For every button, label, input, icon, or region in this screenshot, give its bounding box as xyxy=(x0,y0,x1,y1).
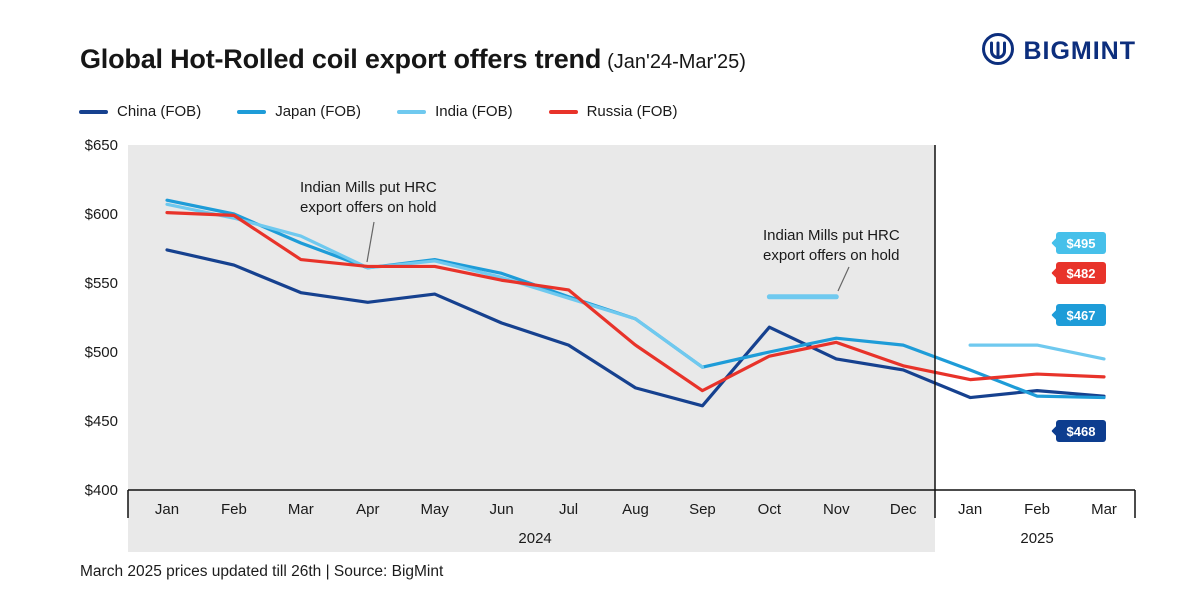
japan-line-swatch xyxy=(237,109,267,114)
svg-text:Mar: Mar xyxy=(1091,501,1117,518)
svg-text:$650: $650 xyxy=(85,137,118,154)
annotation-india-hold-2: Indian Mills put HRC export offers on ho… xyxy=(763,227,900,264)
svg-text:Jan: Jan xyxy=(155,501,179,518)
svg-text:Oct: Oct xyxy=(758,501,782,518)
legend-item-russia: Russia (FOB) xyxy=(548,103,678,120)
svg-text:Jan: Jan xyxy=(958,501,982,518)
price-badge-india-value: $495 xyxy=(1066,235,1096,251)
svg-text:$550: $550 xyxy=(85,275,118,292)
svg-text:2024: 2024 xyxy=(518,530,551,547)
svg-text:$400: $400 xyxy=(85,482,118,499)
russia-line-swatch xyxy=(548,109,578,114)
svg-text:Jul: Jul xyxy=(559,501,578,518)
legend-item-china: China (FOB) xyxy=(79,103,201,120)
brand-logo: BIGMINT xyxy=(981,32,1136,71)
legend-label-russia: Russia (FOB) xyxy=(586,103,678,120)
svg-text:2025: 2025 xyxy=(1020,530,1053,547)
legend-label-china: China (FOB) xyxy=(117,103,202,120)
price-badge-japan-value: $467 xyxy=(1066,307,1096,323)
legend: China (FOB) Japan (FOB) India (FOB) Russ… xyxy=(79,103,677,120)
china-line-swatch xyxy=(79,109,108,114)
svg-text:Feb: Feb xyxy=(1024,501,1050,518)
page-subtitle: (Jan'24-Mar'25) xyxy=(607,51,746,73)
svg-text:Mar: Mar xyxy=(288,501,314,518)
price-badge-india: $495 xyxy=(1051,232,1106,254)
svg-text:Jun: Jun xyxy=(490,501,514,518)
bigmint-icon xyxy=(981,32,1015,71)
india-line-swatch xyxy=(397,109,427,114)
price-badge-russia-value: $482 xyxy=(1066,265,1096,281)
svg-text:$500: $500 xyxy=(85,344,118,361)
svg-text:Sep: Sep xyxy=(689,501,716,518)
svg-text:Apr: Apr xyxy=(356,501,379,518)
svg-text:Feb: Feb xyxy=(221,501,247,518)
price-badge-russia: $482 xyxy=(1051,262,1106,284)
price-badge-china-value: $468 xyxy=(1066,423,1096,439)
page-header: Global Hot-Rolled coil export offers tre… xyxy=(80,44,746,75)
svg-text:May: May xyxy=(421,501,450,518)
price-badge-japan: $467 xyxy=(1051,304,1106,326)
svg-text:$450: $450 xyxy=(85,413,118,430)
brand-name: BIGMINT xyxy=(1023,37,1136,65)
legend-item-japan: Japan (FOB) xyxy=(237,103,361,120)
page-title: Global Hot-Rolled coil export offers tre… xyxy=(80,44,602,74)
legend-item-india: India (FOB) xyxy=(397,103,513,120)
legend-label-india: India (FOB) xyxy=(435,103,513,120)
svg-text:Dec: Dec xyxy=(890,501,917,518)
legend-label-japan: Japan (FOB) xyxy=(275,103,362,120)
source-note: March 2025 prices updated till 26th | So… xyxy=(80,563,444,580)
price-badge-china: $468 xyxy=(1051,420,1106,442)
svg-text:$600: $600 xyxy=(85,206,118,223)
svg-text:Aug: Aug xyxy=(622,501,649,518)
annotation-india-hold-1: Indian Mills put HRC export offers on ho… xyxy=(300,179,437,216)
svg-text:Nov: Nov xyxy=(823,501,850,518)
